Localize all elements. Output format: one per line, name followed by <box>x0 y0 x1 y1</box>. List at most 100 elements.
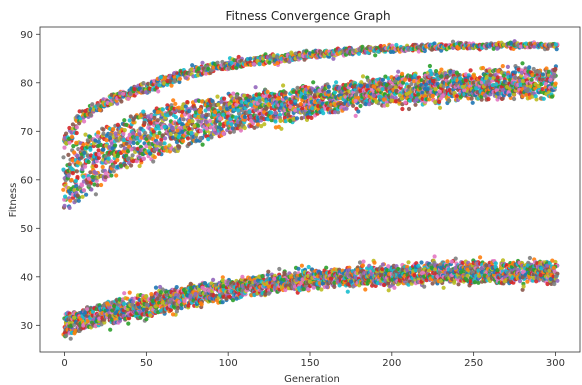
data-point <box>511 96 517 102</box>
data-point <box>176 105 181 110</box>
data-point <box>131 131 136 136</box>
data-point <box>82 150 87 155</box>
data-point <box>249 102 254 107</box>
data-point <box>128 140 133 145</box>
data-point <box>93 192 98 197</box>
data-point <box>196 66 201 71</box>
data-point <box>70 171 75 176</box>
data-point <box>407 77 412 82</box>
data-point <box>66 173 71 178</box>
data-point <box>193 113 198 118</box>
data-point <box>236 123 242 128</box>
data-point <box>495 75 500 80</box>
data-point <box>470 100 475 105</box>
data-point <box>527 65 532 70</box>
data-point <box>200 142 205 147</box>
data-point <box>89 187 94 192</box>
data-point <box>358 103 363 109</box>
data-point <box>162 141 167 146</box>
data-point <box>283 90 288 95</box>
data-point <box>199 128 204 134</box>
data-point <box>113 131 118 136</box>
data-point <box>262 122 267 127</box>
data-point <box>208 118 213 123</box>
data-point <box>532 44 537 49</box>
data-point <box>513 70 518 75</box>
data-point <box>196 119 201 124</box>
data-point <box>124 122 129 127</box>
data-point <box>132 87 137 92</box>
data-point <box>541 96 546 101</box>
data-point <box>437 99 442 104</box>
data-point <box>208 125 214 130</box>
data-point <box>248 56 253 61</box>
data-point <box>182 125 187 130</box>
data-point <box>173 115 178 120</box>
data-point <box>236 108 241 113</box>
data-point <box>185 100 190 105</box>
data-point <box>122 291 127 296</box>
data-point <box>126 96 131 101</box>
data-point <box>533 94 538 99</box>
data-point <box>505 64 510 69</box>
data-point <box>351 103 356 108</box>
data-point <box>238 128 243 133</box>
data-point <box>187 118 192 124</box>
data-point <box>273 119 278 124</box>
data-point <box>210 99 215 104</box>
data-point <box>231 91 236 96</box>
data-point <box>204 112 209 117</box>
data-point <box>309 115 314 120</box>
data-point <box>281 83 286 88</box>
data-point <box>221 112 226 117</box>
data-point <box>81 174 86 179</box>
data-point <box>101 147 106 152</box>
data-point <box>155 134 160 139</box>
data-point <box>273 110 278 115</box>
data-point <box>231 129 236 134</box>
data-point <box>127 132 132 137</box>
data-point <box>124 165 130 170</box>
data-point <box>103 171 108 176</box>
data-point <box>72 150 77 155</box>
data-point <box>540 72 546 77</box>
data-point <box>137 131 142 136</box>
data-point <box>157 83 162 88</box>
data-point <box>189 131 194 136</box>
data-point <box>286 112 291 117</box>
data-point <box>62 145 67 150</box>
data-point <box>88 170 93 175</box>
data-point <box>119 163 124 169</box>
data-point <box>234 94 239 99</box>
data-point <box>227 101 232 106</box>
data-point <box>71 144 76 149</box>
data-point <box>168 111 173 116</box>
data-point <box>373 53 378 58</box>
data-point <box>294 116 300 121</box>
data-point <box>101 127 106 132</box>
data-point <box>152 115 157 120</box>
data-point <box>439 74 444 79</box>
data-point <box>67 205 72 210</box>
data-point <box>72 315 77 320</box>
data-point <box>75 193 80 198</box>
data-point <box>96 148 101 153</box>
data-point <box>177 144 182 149</box>
data-point <box>61 155 66 160</box>
data-point <box>170 312 176 317</box>
data-point <box>61 187 66 192</box>
data-point <box>131 140 136 146</box>
data-point <box>109 141 114 146</box>
data-point <box>67 140 72 145</box>
data-point <box>216 113 221 118</box>
data-point <box>257 98 262 103</box>
data-point <box>63 194 68 199</box>
data-point <box>96 155 101 160</box>
data-point <box>68 198 73 203</box>
data-point <box>75 160 80 165</box>
data-point <box>175 306 180 311</box>
data-point <box>167 143 172 148</box>
data-point <box>393 85 398 90</box>
data-point <box>73 178 78 183</box>
